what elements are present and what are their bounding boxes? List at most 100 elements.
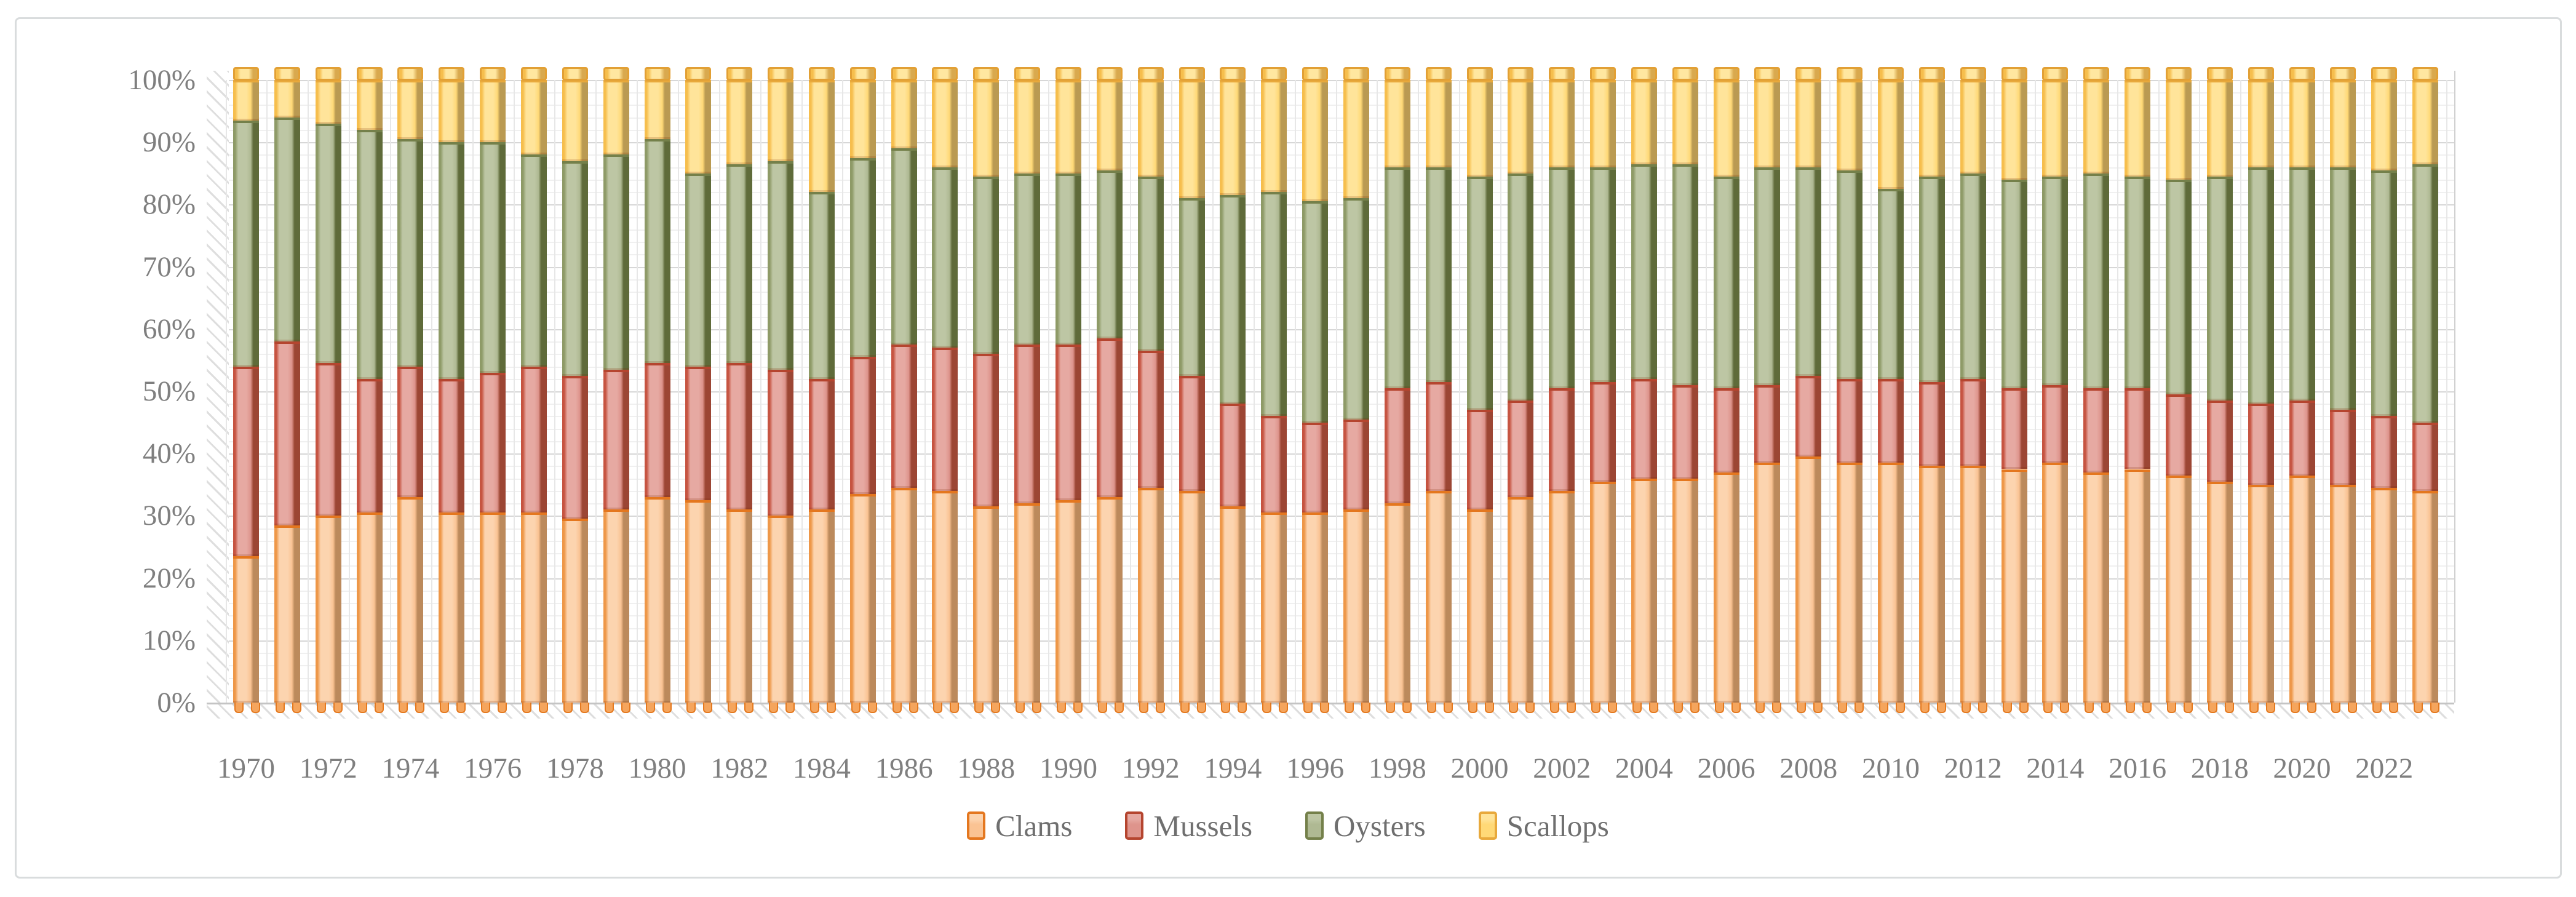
bar-column-2018 bbox=[2206, 0, 2234, 897]
bar-segment-clams-1979 bbox=[603, 509, 629, 703]
bar-column-1994 bbox=[1220, 0, 1247, 897]
bar-3d-foot-1995 bbox=[1262, 703, 1272, 713]
gridline-vertical bbox=[225, 80, 227, 703]
bar-segment-mussels-2016 bbox=[2125, 388, 2151, 469]
gridline-vertical bbox=[2404, 80, 2406, 703]
bar-segment-mussels-1972 bbox=[315, 363, 341, 516]
bar-segment-mussels-1979 bbox=[603, 369, 629, 510]
bar-segment-mussels-2005 bbox=[1672, 385, 1698, 479]
bar-3d-foot-2003 bbox=[1591, 703, 1601, 713]
bar-3d-foot-2007 bbox=[1772, 703, 1782, 713]
gridline-vertical bbox=[1829, 80, 1831, 703]
bar-3d-top-cap-1978 bbox=[562, 67, 588, 81]
bar-segment-oysters-2005 bbox=[1672, 164, 1698, 385]
bar-3d-foot-2020 bbox=[2307, 703, 2316, 713]
bar-3d-foot-1971 bbox=[292, 703, 301, 713]
x-axis-line bbox=[207, 703, 2454, 704]
gridline-vertical bbox=[1664, 80, 1666, 703]
gridline-minor bbox=[229, 366, 2454, 368]
bar-3d-foot-2017 bbox=[2166, 703, 2176, 713]
bar-3d-top-cap-2011 bbox=[1918, 67, 1945, 81]
gridline-vertical bbox=[842, 80, 844, 703]
bar-3d-top-cap-2014 bbox=[2042, 67, 2069, 81]
bar-3d-foot-2005 bbox=[1673, 703, 1683, 713]
bar-segment-scallops-2003 bbox=[1590, 80, 1616, 167]
bar-segment-scallops-2006 bbox=[1713, 80, 1739, 177]
x-axis-tick-label: 1990 bbox=[1040, 752, 1097, 784]
bar-segment-clams-1973 bbox=[356, 512, 383, 703]
bar-3d-foot-1972 bbox=[333, 703, 343, 713]
gridline-major bbox=[229, 80, 2454, 81]
bar-segment-oysters-1970 bbox=[233, 120, 259, 367]
bar-segment-oysters-2018 bbox=[2206, 176, 2233, 401]
gridline-minor bbox=[229, 341, 2454, 343]
gridline-vertical bbox=[637, 80, 638, 703]
gridline-vertical bbox=[1294, 80, 1296, 703]
bar-3d-foot-2023 bbox=[2414, 703, 2423, 713]
bar-column-2022 bbox=[2371, 0, 2399, 897]
bar-3d-top-cap-1993 bbox=[1179, 67, 1205, 81]
bar-segment-clams-1982 bbox=[726, 509, 753, 703]
bar-segment-clams-1990 bbox=[1055, 500, 1081, 703]
gridline-minor bbox=[229, 677, 2454, 679]
gridline-vertical bbox=[1582, 80, 1584, 703]
y-axis-tick-label: 80% bbox=[142, 188, 196, 221]
bar-segment-oysters-1995 bbox=[1261, 192, 1287, 417]
bar-segment-oysters-2006 bbox=[1713, 176, 1739, 388]
bar-segment-scallops-2004 bbox=[1631, 80, 1657, 164]
gridline-major bbox=[229, 391, 2454, 393]
bar-3d-foot-2019 bbox=[2265, 703, 2275, 713]
bar-segment-mussels-1983 bbox=[768, 369, 794, 516]
bar-3d-foot-1978 bbox=[579, 703, 589, 713]
bar-column-1996 bbox=[1302, 0, 1330, 897]
bar-segment-scallops-1997 bbox=[1343, 80, 1369, 199]
bar-segment-mussels-2010 bbox=[1878, 378, 1904, 463]
gridline-minor bbox=[229, 316, 2454, 318]
y-axis-tick-label: 100% bbox=[128, 64, 196, 96]
gridline-minor bbox=[229, 179, 2454, 181]
bar-segment-clams-2019 bbox=[2248, 484, 2274, 703]
bar-3d-top-cap-1988 bbox=[973, 67, 1000, 81]
bar-segment-mussels-2017 bbox=[2165, 394, 2192, 476]
bar-segment-mussels-2018 bbox=[2206, 401, 2233, 482]
bar-segment-mussels-2020 bbox=[2289, 401, 2315, 476]
gridline-major bbox=[229, 266, 2454, 268]
bar-3d-top-cap-1970 bbox=[233, 67, 259, 81]
bar-3d-foot-2020 bbox=[2290, 703, 2300, 713]
bar-segment-scallops-2013 bbox=[2001, 80, 2027, 180]
bar-3d-top-cap-2017 bbox=[2165, 67, 2192, 81]
bar-3d-foot-2017 bbox=[2183, 703, 2193, 713]
bar-column-2012 bbox=[1960, 0, 1987, 897]
bar-segment-scallops-1989 bbox=[1014, 80, 1041, 173]
bar-3d-foot-2013 bbox=[2002, 703, 2012, 713]
bar-segment-clams-2014 bbox=[2042, 463, 2069, 703]
bar-segment-scallops-1996 bbox=[1302, 80, 1329, 202]
bar-3d-top-cap-2004 bbox=[1631, 67, 1657, 81]
gridline-minor bbox=[229, 615, 2454, 617]
gridline-minor bbox=[229, 428, 2454, 430]
gridline-vertical bbox=[554, 80, 556, 703]
gridline-vertical bbox=[1994, 80, 1995, 703]
gridline-vertical bbox=[2117, 80, 2118, 703]
bar-segment-scallops-1972 bbox=[315, 80, 341, 124]
bar-column-1991 bbox=[1096, 0, 1124, 897]
bar-segment-clams-1971 bbox=[274, 525, 300, 703]
bar-segment-oysters-2011 bbox=[1918, 176, 1945, 382]
bar-segment-clams-2023 bbox=[2412, 490, 2439, 703]
y-axis-tick-label: 40% bbox=[142, 437, 196, 470]
bar-segment-mussels-2015 bbox=[2083, 388, 2110, 472]
bar-column-1975 bbox=[439, 0, 466, 897]
bar-3d-top-cap-1980 bbox=[644, 67, 670, 81]
bar-segment-mussels-1999 bbox=[1425, 381, 1452, 491]
bar-segment-mussels-1970 bbox=[233, 366, 259, 557]
gridline-vertical bbox=[1377, 80, 1378, 703]
bar-segment-mussels-1982 bbox=[726, 363, 753, 510]
bar-3d-foot-1989 bbox=[1016, 703, 1025, 713]
bar-segment-scallops-1985 bbox=[849, 80, 876, 158]
bar-column-1977 bbox=[520, 0, 548, 897]
gridline-major bbox=[229, 578, 2454, 580]
bar-3d-foot-2018 bbox=[2224, 703, 2234, 713]
x-axis-tick-label: 1970 bbox=[217, 752, 275, 784]
bar-3d-foot-2013 bbox=[2019, 703, 2029, 713]
